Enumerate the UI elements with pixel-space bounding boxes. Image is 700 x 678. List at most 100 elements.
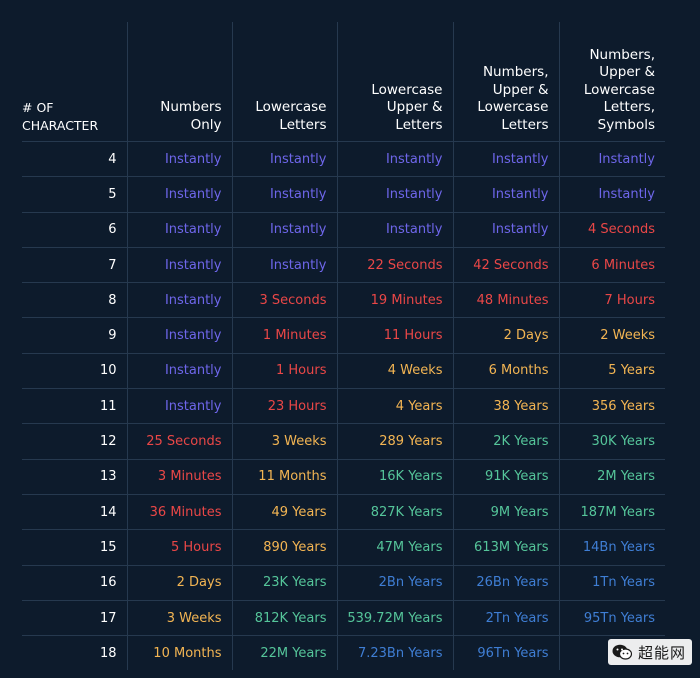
crack-time-cell: Instantly	[126, 176, 232, 213]
crack-time-cell: 3 Seconds	[231, 282, 337, 319]
crack-time-cell: 25 Seconds	[126, 423, 232, 460]
column-header-characters: # OF CHARACTER	[22, 22, 127, 142]
character-count-cell: 9	[22, 317, 127, 354]
crack-time-cell: Instantly	[336, 176, 453, 213]
table-body: 4 Instantly Instantly Instantly Instantly Ins…	[22, 141, 665, 671]
crack-time-cell: Instantly	[126, 141, 232, 178]
crack-time-cell: 9M Years	[452, 494, 559, 531]
crack-time-cell: Instantly	[558, 141, 665, 178]
crack-time-cell: Instantly	[126, 247, 232, 284]
crack-time-cell: 2M Years	[558, 459, 665, 495]
crack-time-cell: 42 Seconds	[452, 247, 559, 284]
crack-time-cell: 22 Seconds	[336, 247, 453, 284]
character-count-cell: 10	[22, 353, 127, 390]
crack-time-cell: 38 Years	[452, 388, 559, 425]
crack-time-cell: 2 Weeks	[558, 317, 665, 354]
character-count-cell: 15	[22, 529, 127, 566]
crack-time-cell: 10 Months	[126, 635, 232, 671]
table-row: 12 25 Seconds 3 Weeks 289 Years 2K Years 30K …	[22, 423, 665, 460]
table-row: 6 Instantly Instantly Instantly Instantly 4 S…	[22, 212, 665, 248]
character-count-cell: 8	[22, 282, 127, 319]
crack-time-cell: Instantly	[231, 176, 337, 213]
column-header-lowercase-upper-letters: Lowercase Upper & Letters	[336, 22, 453, 142]
watermark-text: 超能网	[637, 643, 686, 662]
crack-time-cell: 812K Years	[231, 600, 337, 637]
crack-time-cell: Instantly	[231, 247, 337, 284]
crack-time-cell: 23K Years	[231, 565, 337, 601]
crack-time-cell: 49 Years	[231, 494, 337, 531]
crack-time-cell: 1 Minutes	[231, 317, 337, 354]
table-row: 18 10 Months 22M Years 7.23Bn Years 96Tn Yea…	[22, 635, 665, 671]
character-count-cell: 5	[22, 176, 127, 213]
crack-time-cell: 539.72M Years	[336, 600, 453, 637]
character-count-cell: 6	[22, 212, 127, 248]
character-count-cell: 16	[22, 565, 127, 601]
crack-time-cell: 890 Years	[231, 529, 337, 566]
crack-time-cell: Instantly	[126, 212, 232, 248]
character-count-cell: 18	[99, 645, 117, 661]
crack-time-cell: 5 Hours	[126, 529, 232, 566]
crack-time-cell: 6 Minutes	[558, 247, 665, 284]
watermark: 超能网	[607, 639, 692, 665]
crack-time-cell: 4 Weeks	[336, 353, 453, 390]
crack-time-cell: 356 Years	[558, 388, 665, 425]
table-row: 10 Instantly 1 Hours 4 Weeks 6 Months 5 Years	[22, 353, 665, 390]
crack-time-cell: Instantly	[336, 212, 453, 248]
crack-time-cell: 5 Years	[558, 353, 665, 390]
crack-time-cell: 3 Minutes	[126, 459, 232, 495]
crack-time-cell: Instantly	[231, 212, 337, 248]
crack-time-cell: Instantly	[126, 388, 232, 425]
table-row: 15 5 Hours 890 Years 47M Years 613M Years 14B…	[22, 529, 665, 566]
table-row: 8 Instantly 3 Seconds 19 Minutes 48 Minutes 7…	[22, 282, 665, 319]
crack-time-cell: 26Bn Years	[452, 565, 559, 601]
crack-time-table: # OF CHARACTER Numbers Only Lowercase Le…	[22, 22, 665, 671]
crack-time-cell: 19 Minutes	[336, 282, 453, 319]
character-count-cell: 12	[22, 423, 127, 460]
table-row: 9 Instantly 1 Minutes 11 Hours 2 Days 2 Weeks	[22, 317, 665, 354]
crack-time-cell: Instantly	[336, 141, 453, 178]
crack-time-cell: 289 Years	[336, 423, 453, 460]
crack-time-cell: 6 Months	[452, 353, 559, 390]
crack-time-cell: 11 Hours	[336, 317, 453, 354]
crack-time-cell: 2Tn Years	[452, 600, 559, 637]
character-count-cell: 4	[22, 141, 127, 178]
column-header-numbers-upper-lowercase: Numbers, Upper & Lowercase Letters	[452, 22, 559, 142]
character-count-cell: 14	[22, 494, 127, 531]
crack-time-cell: Instantly	[126, 282, 232, 319]
crack-time-cell: Instantly	[126, 317, 232, 354]
crack-time-cell: 2 Days	[126, 565, 232, 601]
crack-time-cell: Instantly	[558, 176, 665, 213]
crack-time-cell: 47M Years	[336, 529, 453, 566]
table-row: 16 2 Days 23K Years 2Bn Years 26Bn Years 1Tn …	[22, 565, 665, 601]
table-header-row: # OF CHARACTER Numbers Only Lowercase Le…	[22, 22, 665, 142]
character-count-cell: 17	[22, 600, 127, 637]
crack-time-cell: 16K Years	[336, 459, 453, 495]
table-row: 13 3 Minutes 11 Months 16K Years 91K Years 2M…	[22, 459, 665, 495]
crack-time-cell: 36 Minutes	[126, 494, 232, 531]
crack-time-cell: 2Bn Years	[336, 565, 453, 601]
crack-time-cell: 7 Hours	[558, 282, 665, 319]
column-header-lowercase-letters: Lowercase Letters	[231, 22, 337, 142]
column-header-numbers-only: Numbers Only	[126, 22, 232, 142]
crack-time-cell: Instantly	[231, 141, 337, 178]
crack-time-cell: 4 Years	[336, 388, 453, 425]
crack-time-cell: Instantly	[126, 353, 232, 390]
table-row: 14 36 Minutes 49 Years 827K Years 9M Years 18…	[22, 494, 665, 531]
crack-time-cell: 91K Years	[452, 459, 559, 495]
table-row: 17 3 Weeks 812K Years 539.72M Years 2Tn Year…	[22, 600, 665, 637]
crack-time-cell: 3 Weeks	[126, 600, 232, 637]
crack-time-cell: 1 Hours	[231, 353, 337, 390]
column-header-numbers-upper-lowercase-symbols: Numbers, Upper & Lowercase Letters, Symb…	[558, 22, 665, 142]
crack-time-cell: 2K Years	[452, 423, 559, 460]
character-count-cell: 13	[22, 459, 127, 495]
crack-time-cell: 11 Months	[231, 459, 337, 495]
crack-time-cell: Instantly	[452, 141, 559, 178]
crack-time-cell: 96Tn Years	[452, 635, 559, 671]
crack-time-cell: 30K Years	[558, 423, 665, 460]
crack-time-cell: 2 Days	[452, 317, 559, 354]
crack-time-cell: 22M Years	[231, 635, 337, 671]
crack-time-cell: 4 Seconds	[558, 212, 665, 248]
crack-time-cell: 187M Years	[558, 494, 665, 531]
character-count-cell: 7	[22, 247, 127, 284]
